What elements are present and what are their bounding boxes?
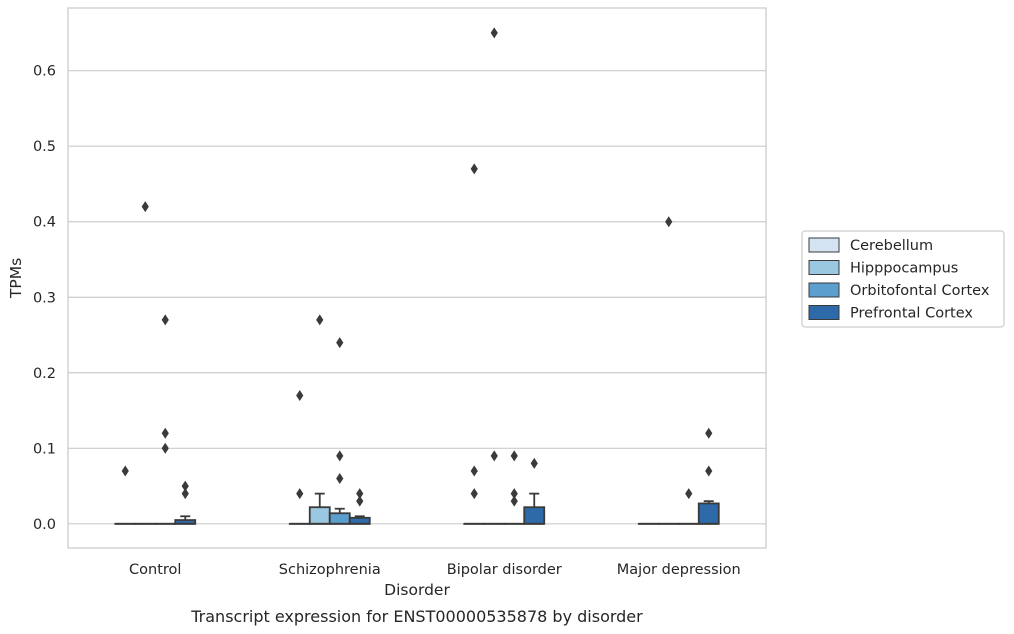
box-2-2 xyxy=(503,450,526,525)
outlier-point xyxy=(336,473,344,485)
gridlines xyxy=(68,70,766,525)
y-tick-label: 0.2 xyxy=(33,366,56,382)
y-tick-label: 0.3 xyxy=(33,290,56,306)
outlier-point xyxy=(336,450,344,462)
box-0-1 xyxy=(134,201,157,525)
outlier-point xyxy=(356,495,364,507)
legend-swatch xyxy=(808,237,840,253)
box-0-2 xyxy=(154,314,177,525)
y-tick-label: 0.1 xyxy=(33,441,56,457)
outlier-point xyxy=(510,495,518,507)
y-tick-label: 0.0 xyxy=(33,517,56,533)
legend-label: Hipppocampus xyxy=(850,261,958,277)
box-2-1 xyxy=(483,27,506,525)
outlier-point xyxy=(490,450,498,462)
outlier-point xyxy=(181,488,189,500)
outlier-point xyxy=(316,314,324,326)
outlier-point xyxy=(510,488,518,500)
outlier-point xyxy=(356,488,364,500)
outlier-point xyxy=(296,488,304,500)
legend-label: Cerebellum xyxy=(850,238,933,254)
box-1-0 xyxy=(288,389,311,525)
outlier-point xyxy=(665,216,673,228)
x-tick-labels: Control Schizophrenia Bipolar disorder Majo… xyxy=(129,562,741,578)
outlier-point xyxy=(296,389,304,401)
outlier-point xyxy=(336,337,344,349)
legend: Cerebellum Hipppocampus Orbitofontal Corte… xyxy=(801,230,1005,328)
box-3-1 xyxy=(657,216,680,525)
y-tick-labels: 0.0 0.1 0.2 0.3 0.4 0.5 0.6 xyxy=(33,64,56,533)
box-1-2 xyxy=(328,337,351,525)
x-tick-label: Control xyxy=(129,562,181,578)
box-3-2 xyxy=(677,488,700,525)
box-0-3 xyxy=(174,480,197,525)
outlier-point xyxy=(161,314,169,326)
box-body xyxy=(348,516,371,525)
outlier-point xyxy=(470,488,478,500)
box-2-3 xyxy=(523,457,546,525)
box-1-3 xyxy=(348,488,371,525)
outlier-point xyxy=(181,480,189,492)
box-1-1 xyxy=(308,314,331,525)
y-tick-label: 0.5 xyxy=(33,139,56,155)
outlier-point xyxy=(705,465,713,477)
box-body xyxy=(328,512,351,525)
outlier-point xyxy=(470,465,478,477)
outlier-point xyxy=(141,201,149,213)
outlier-point xyxy=(121,465,129,477)
x-axis-title: Disorder xyxy=(384,581,450,599)
y-axis-title: TPMs xyxy=(7,258,25,299)
box-2-0 xyxy=(463,163,486,525)
plot-frame xyxy=(67,7,767,549)
legend-label: Prefrontal Cortex xyxy=(850,306,973,322)
legend-frame xyxy=(801,230,1005,328)
box-body xyxy=(308,506,331,525)
y-tick-label: 0.4 xyxy=(33,215,56,231)
x-tick-label: Bipolar disorder xyxy=(447,562,562,578)
chart-caption: Transcript expression for ENST0000053587… xyxy=(190,607,643,626)
box-3-3 xyxy=(697,427,720,525)
box-body xyxy=(523,506,546,525)
outlier-point xyxy=(510,450,518,462)
legend-swatch xyxy=(808,282,840,298)
outlier-point xyxy=(530,457,538,469)
plot-marks xyxy=(114,27,720,525)
outlier-point xyxy=(490,27,498,39)
legend-swatch xyxy=(808,260,840,275)
x-tick-label: Major depression xyxy=(617,562,741,578)
outlier-point xyxy=(161,442,169,454)
box-body xyxy=(697,502,720,525)
outlier-point xyxy=(470,163,478,175)
x-tick-label: Schizophrenia xyxy=(279,562,381,578)
outlier-point xyxy=(685,488,693,500)
y-tick-label: 0.6 xyxy=(33,64,56,80)
outlier-point xyxy=(705,427,713,439)
legend-label: Orbitofontal Cortex xyxy=(850,283,990,299)
outlier-point xyxy=(161,427,169,439)
legend-swatch xyxy=(808,305,840,320)
box-0-0 xyxy=(114,465,137,525)
